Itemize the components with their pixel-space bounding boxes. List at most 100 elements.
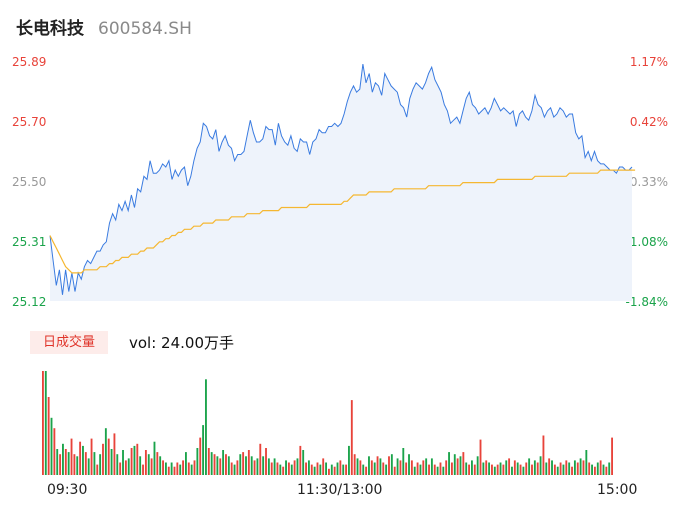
pct-label-min: -1.84% bbox=[625, 295, 668, 309]
volume-bar bbox=[227, 456, 230, 475]
volume-bar bbox=[519, 464, 522, 475]
volume-bar bbox=[456, 458, 459, 475]
volume-bar bbox=[325, 462, 327, 475]
volume-bar bbox=[565, 460, 568, 475]
volume-bar bbox=[247, 450, 250, 475]
volume-bar bbox=[556, 466, 559, 475]
volume-bar bbox=[47, 397, 50, 475]
volume-bar bbox=[539, 456, 542, 475]
volume-bar bbox=[368, 456, 370, 475]
volume-bar bbox=[70, 438, 73, 475]
volume-bar bbox=[164, 462, 167, 475]
volume-bar bbox=[124, 460, 127, 475]
volume-bar bbox=[425, 458, 428, 475]
volume-bar bbox=[270, 462, 273, 475]
volume-bar bbox=[150, 458, 153, 475]
time-label-close: 15:00 bbox=[597, 482, 638, 498]
volume-bar bbox=[76, 456, 79, 475]
pct-label-high: 0.42% bbox=[629, 115, 668, 129]
time-label-midday: 11:30/13:00 bbox=[297, 482, 383, 498]
volume-bar bbox=[250, 456, 253, 475]
volume-bar bbox=[310, 464, 313, 475]
volume-bar bbox=[370, 460, 373, 475]
volume-bar bbox=[84, 452, 87, 475]
volume-bar bbox=[473, 464, 476, 475]
volume-bar bbox=[536, 462, 539, 475]
volume-bar bbox=[122, 450, 124, 475]
price-label-low: 25.31 bbox=[12, 235, 47, 249]
volume-bar bbox=[399, 460, 402, 475]
volume-bar bbox=[147, 454, 150, 475]
volume-bar bbox=[153, 441, 156, 475]
volume-bar bbox=[471, 460, 473, 475]
volume-bar bbox=[365, 466, 368, 475]
volume-bar bbox=[485, 460, 488, 475]
volume-bar bbox=[193, 460, 196, 475]
volume-bar bbox=[44, 371, 47, 475]
volume-bar bbox=[516, 462, 519, 475]
volume-bar bbox=[422, 460, 425, 475]
volume-bar bbox=[453, 454, 456, 475]
volume-bar bbox=[525, 462, 528, 475]
volume-bar bbox=[53, 428, 56, 475]
volume-tab[interactable]: 日成交量 bbox=[30, 331, 108, 354]
volume-bar bbox=[253, 460, 256, 475]
volume-bar bbox=[99, 454, 102, 475]
volume-bar bbox=[528, 458, 531, 475]
volume-bar bbox=[459, 456, 462, 475]
volume-bar bbox=[345, 464, 348, 475]
volume-bar bbox=[376, 456, 379, 475]
volume-bar bbox=[64, 449, 67, 475]
price-label-mid: 25.50 bbox=[12, 175, 47, 189]
price-label-max: 25.89 bbox=[12, 55, 47, 69]
volume-bar bbox=[468, 464, 470, 475]
volume-bar bbox=[110, 449, 113, 475]
volume-bar bbox=[82, 445, 84, 475]
volume-bar bbox=[207, 448, 210, 475]
price-label-min: 25.12 bbox=[12, 295, 47, 309]
volume-bar bbox=[116, 454, 119, 475]
volume-bar bbox=[256, 458, 259, 475]
volume-bar bbox=[144, 450, 147, 475]
volume-bar bbox=[476, 456, 479, 475]
volume-bar bbox=[136, 443, 139, 475]
volume-bar bbox=[230, 462, 233, 475]
volume-bar bbox=[225, 454, 227, 475]
volume-bar bbox=[545, 462, 548, 475]
volume-bar bbox=[104, 428, 107, 475]
volume-bar bbox=[187, 462, 190, 475]
volume-bar bbox=[445, 460, 448, 475]
volume-bar bbox=[442, 466, 445, 475]
avg-price-line bbox=[49, 169, 636, 274]
volume-bar bbox=[428, 464, 430, 475]
volume-bar bbox=[139, 456, 142, 475]
volume-bar bbox=[113, 433, 116, 475]
volume-bar bbox=[162, 460, 164, 475]
price-label-high: 25.70 bbox=[12, 115, 47, 129]
volume-bar bbox=[579, 458, 582, 475]
volume-bar bbox=[262, 456, 265, 475]
volume-bar bbox=[62, 443, 64, 475]
price-area bbox=[50, 64, 632, 301]
volume-bar bbox=[265, 448, 267, 475]
volume-bar bbox=[508, 458, 511, 475]
volume-bar bbox=[267, 458, 270, 475]
volume-bar bbox=[307, 460, 310, 475]
volume-bar bbox=[93, 452, 96, 475]
stock-code: 600584.SH bbox=[98, 19, 192, 39]
volume-bar bbox=[199, 437, 202, 475]
volume-bar bbox=[102, 443, 104, 475]
volume-bar bbox=[285, 460, 287, 475]
volume-bar bbox=[322, 458, 325, 475]
volume-bar bbox=[50, 417, 53, 475]
volume-bar bbox=[533, 460, 536, 475]
volume-bar bbox=[499, 462, 502, 475]
volume-bar bbox=[573, 460, 576, 475]
volume-bar bbox=[170, 462, 173, 475]
volume-bar bbox=[302, 450, 305, 475]
volume-bar bbox=[222, 450, 225, 475]
volume-bar bbox=[245, 456, 247, 475]
volume-bar bbox=[67, 452, 70, 475]
volume-bar bbox=[313, 466, 316, 475]
